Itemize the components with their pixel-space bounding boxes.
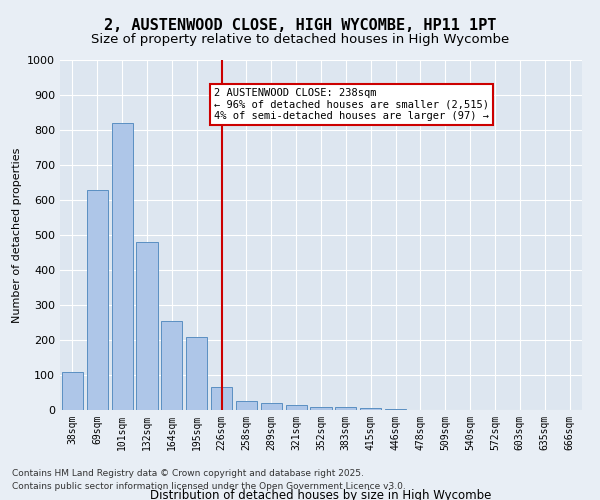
Bar (62, 372, 83, 410)
Bar (360, 408, 381, 410)
Text: 2, AUSTENWOOD CLOSE, HIGH WYCOMBE, HP11 1PT: 2, AUSTENWOOD CLOSE, HIGH WYCOMBE, HP11 … (104, 18, 496, 32)
Bar (112, 123, 133, 410)
Y-axis label: Number of detached properties: Number of detached properties (11, 148, 22, 322)
Bar (211, 387, 232, 410)
Bar (186, 336, 207, 410)
Bar (161, 321, 182, 410)
Text: 2 AUSTENWOOD CLOSE: 238sqm
← 96% of detached houses are smaller (2,515)
4% of se: 2 AUSTENWOOD CLOSE: 238sqm ← 96% of deta… (214, 88, 489, 121)
Bar (286, 405, 307, 410)
Bar (261, 403, 282, 410)
Bar (335, 407, 356, 410)
X-axis label: Distribution of detached houses by size in High Wycombe: Distribution of detached houses by size … (151, 489, 491, 500)
Bar (310, 406, 332, 410)
Bar (136, 242, 158, 410)
Text: Size of property relative to detached houses in High Wycombe: Size of property relative to detached ho… (91, 32, 509, 46)
Bar (87, 190, 108, 410)
Text: Contains HM Land Registry data © Crown copyright and database right 2025.: Contains HM Land Registry data © Crown c… (12, 468, 364, 477)
Text: Contains public sector information licensed under the Open Government Licence v3: Contains public sector information licen… (12, 482, 406, 491)
Bar (236, 401, 257, 410)
